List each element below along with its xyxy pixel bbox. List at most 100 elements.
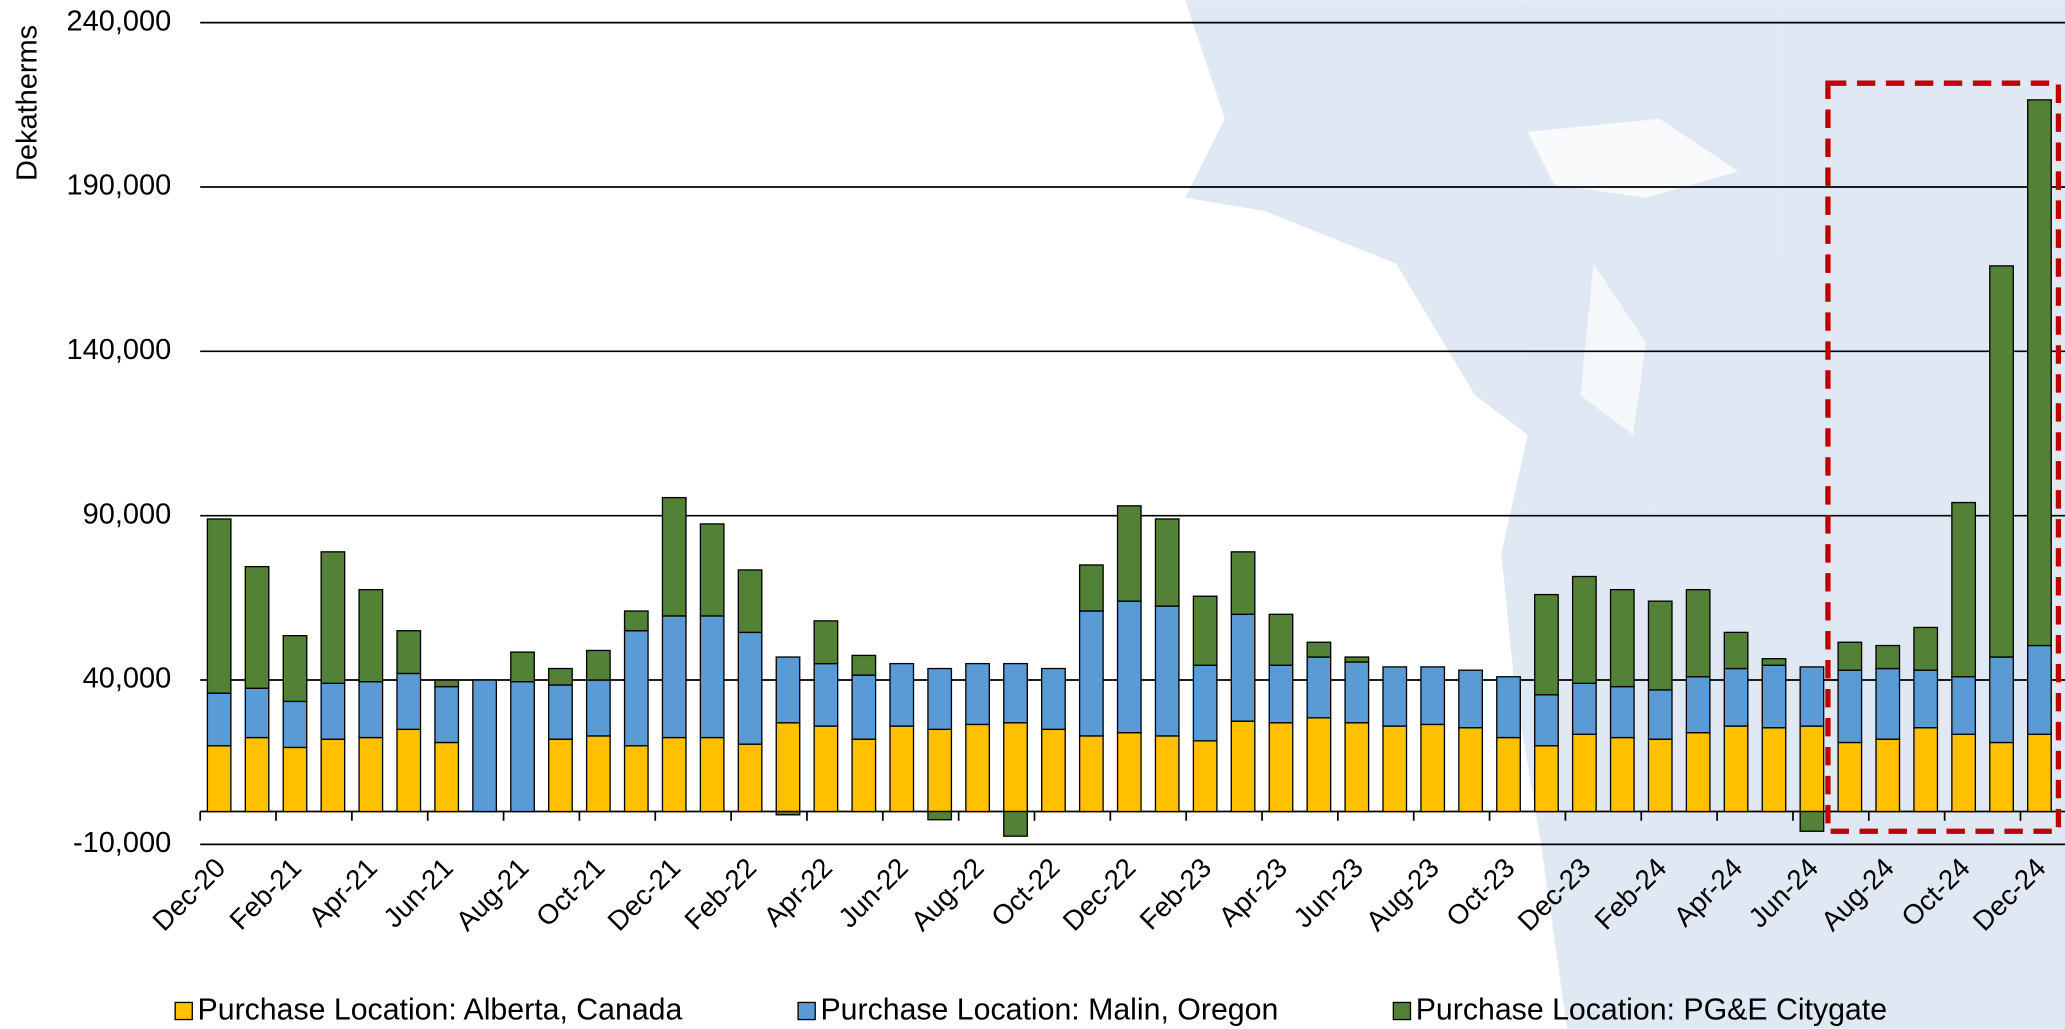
legend-swatch	[175, 1002, 192, 1019]
bar-segment	[359, 738, 383, 812]
bar-segment	[928, 669, 952, 730]
bar-segment	[1459, 728, 1483, 812]
legend-label: Purchase Location: Alberta, Canada	[198, 994, 683, 1027]
bar-segment	[1042, 729, 1066, 811]
bar-segment	[321, 683, 345, 739]
x-tick-label: Jun-23	[1287, 852, 1369, 934]
bar-segment	[1004, 664, 1028, 723]
x-tick-label: Feb-23	[1133, 852, 1217, 936]
bar-segment	[1497, 738, 1521, 812]
bar-segment	[1118, 601, 1142, 732]
bar-segment	[1269, 723, 1293, 812]
bar-segment	[1269, 665, 1293, 723]
bar-segment	[1118, 506, 1142, 601]
bar-segment	[549, 685, 573, 739]
bar-segment	[1648, 690, 1672, 739]
bar-segment	[776, 812, 800, 815]
bar-segment	[1535, 595, 1559, 695]
bar-segment	[700, 524, 724, 616]
bar-segment	[207, 746, 231, 812]
bar-segment	[1497, 677, 1521, 738]
bar-segment	[890, 726, 914, 811]
bar-segment	[1800, 726, 1824, 811]
bar-segment	[662, 498, 686, 616]
bar-segment	[549, 739, 573, 811]
bar-segment	[966, 724, 990, 811]
bar-segment	[207, 693, 231, 746]
bar-segment	[2028, 646, 2052, 735]
bar-segment	[1648, 739, 1672, 811]
x-tick-label: Apr-21	[302, 852, 383, 933]
bar-segment	[283, 747, 307, 811]
bar-segment	[814, 621, 838, 664]
bar-segment	[1686, 590, 1710, 677]
y-axis-label: Dekatherms	[12, 25, 44, 181]
bar-segment	[890, 664, 914, 726]
bar-segment	[587, 736, 611, 812]
y-tick-label: 90,000	[83, 498, 172, 530]
bar-segment	[321, 552, 345, 683]
bar-segment	[700, 738, 724, 812]
bar-segment	[283, 701, 307, 747]
bar-segment	[549, 669, 573, 685]
bar-segment	[776, 657, 800, 723]
x-tick-label: Dec-21	[601, 852, 686, 937]
bar-segment	[1345, 662, 1369, 723]
y-tick-label: 240,000	[66, 5, 171, 37]
bar-segment	[587, 650, 611, 680]
x-tick-label: Dec-22	[1057, 852, 1142, 937]
bar-segment	[1345, 723, 1369, 812]
bar-segment	[1080, 611, 1104, 736]
bar-segment	[1876, 669, 1900, 740]
bar-segment	[245, 738, 269, 812]
bar-segment	[1535, 746, 1559, 812]
bar-segment	[1421, 724, 1445, 811]
bar-segment	[511, 652, 535, 682]
bar-segment	[1686, 733, 1710, 812]
x-tick-label: Oct-22	[985, 852, 1066, 933]
bar-segment	[1611, 687, 1635, 738]
bar-segment	[511, 682, 535, 812]
y-tick-label: 40,000	[83, 663, 172, 695]
x-tick-label: Aug-21	[450, 852, 535, 937]
bar-segment	[435, 742, 459, 811]
bar-segment	[776, 723, 800, 812]
bar-segment	[1990, 657, 2014, 742]
bar-segment	[397, 729, 421, 811]
bar-segment	[814, 664, 838, 726]
bar-segment	[1800, 667, 1824, 726]
bar-segment	[1952, 677, 1976, 735]
bar-segment	[1573, 683, 1597, 734]
bar-segment	[1345, 657, 1369, 662]
bar-segment	[1952, 734, 1976, 811]
bar-segment	[1193, 665, 1217, 741]
bar-segment	[1876, 646, 1900, 669]
bar-segment	[1611, 590, 1635, 687]
bar-segment	[928, 812, 952, 820]
x-tick-label: Jun-22	[832, 852, 914, 934]
bar-segment	[1876, 739, 1900, 811]
bar-segment	[2028, 734, 2052, 811]
bar-segment	[814, 726, 838, 811]
bar-segment	[1155, 519, 1179, 606]
x-tick-label: Aug-23	[1360, 852, 1445, 937]
bar-segment	[435, 687, 459, 743]
bar-segment	[852, 739, 876, 811]
bar-segment	[1307, 718, 1331, 812]
bar-segment	[1686, 677, 1710, 733]
y-tick-label: 190,000	[66, 170, 171, 202]
x-tick-label: Jun-21	[377, 852, 459, 934]
bar-segment	[1573, 734, 1597, 811]
bar-segment	[852, 655, 876, 675]
bar-segment	[1762, 659, 1786, 666]
page: {"chart_data": { "type": "stacked-bar", …	[0, 0, 2065, 1029]
bar-segment	[359, 590, 383, 682]
bar-segment	[852, 675, 876, 739]
bar-segment	[928, 729, 952, 811]
bar-segment	[662, 616, 686, 738]
bar-segment	[1231, 552, 1255, 614]
bar-segment	[321, 739, 345, 811]
bar-segment	[1724, 632, 1748, 668]
x-tick-label: Aug-22	[905, 852, 990, 937]
bar-segment	[1459, 670, 1483, 728]
